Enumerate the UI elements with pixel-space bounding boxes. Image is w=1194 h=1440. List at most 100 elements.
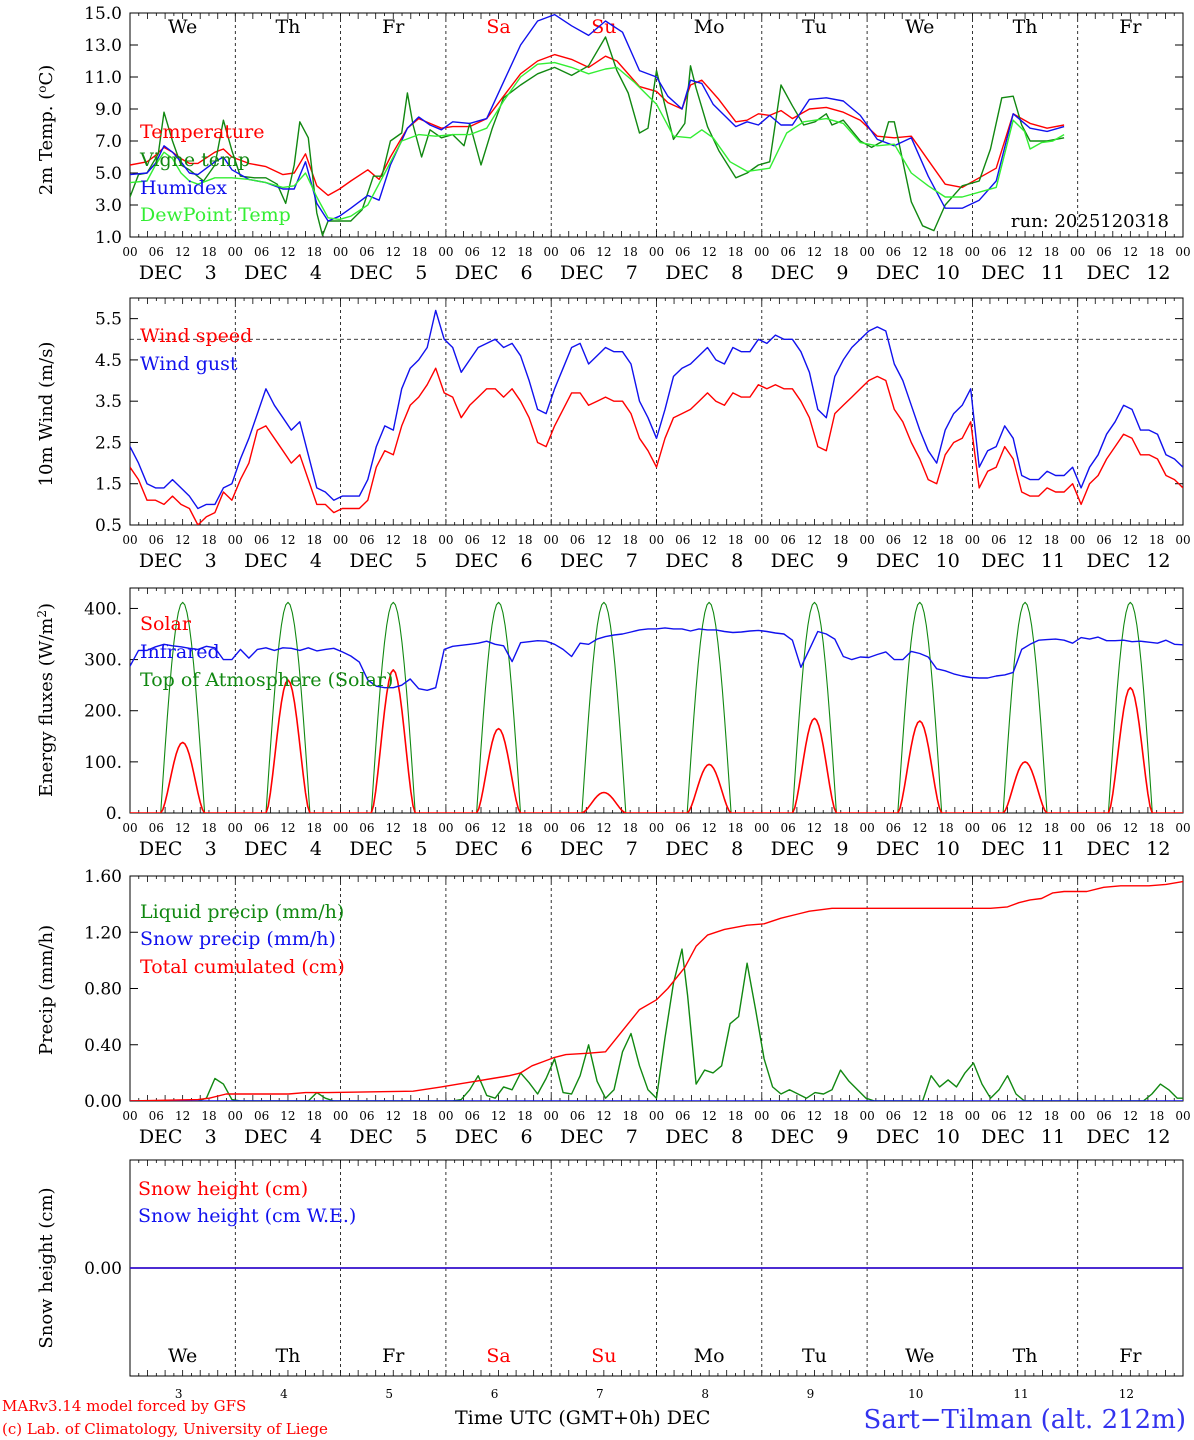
- date-label: 4: [310, 262, 322, 284]
- hour-tick-label: 12: [1123, 1109, 1138, 1123]
- hour-tick-label: 06: [1096, 533, 1111, 547]
- run-label: run: 2025120318: [1011, 211, 1169, 232]
- hour-tick-label: 12: [386, 1109, 401, 1123]
- y-tick-label: 5.5: [95, 310, 122, 330]
- date-label: 4: [310, 1126, 322, 1148]
- month-label: DEC: [771, 1126, 815, 1148]
- month-label: DEC: [876, 1126, 920, 1148]
- weekday-label: Fr: [1119, 16, 1142, 38]
- footer-date-number: 8: [701, 1387, 709, 1401]
- date-label: 11: [1041, 838, 1065, 860]
- date-label: 8: [731, 262, 743, 284]
- hour-tick-label: 06: [570, 245, 585, 259]
- month-label: DEC: [1087, 838, 1131, 860]
- hour-tick-label: 18: [517, 1109, 532, 1123]
- hour-tick-label: 12: [912, 821, 927, 835]
- date-label: 3: [205, 1126, 217, 1148]
- month-label: DEC: [876, 550, 920, 572]
- hour-tick-label: 00: [754, 245, 769, 259]
- hour-tick-label: 18: [201, 1109, 216, 1123]
- hour-tick-label: 12: [175, 821, 190, 835]
- y-axis-label: Precip (mm/h): [36, 925, 57, 1055]
- date-label: 6: [521, 550, 533, 572]
- hour-tick-label: 18: [307, 1109, 322, 1123]
- footer-date-number: 5: [385, 1387, 393, 1401]
- y-tick-label: 1.20: [84, 923, 122, 943]
- station-label: Sart−Tilman (alt. 212m): [864, 1405, 1186, 1435]
- month-label: DEC: [1087, 550, 1131, 572]
- date-label: 9: [836, 838, 848, 860]
- date-label: 5: [415, 838, 427, 860]
- y-axis-label: Snow height (cm): [36, 1187, 57, 1348]
- hour-tick-label: 06: [465, 1109, 480, 1123]
- y-tick-label: 4.5: [95, 351, 122, 371]
- footer-date-number: 12: [1119, 1387, 1134, 1401]
- legend-entry: Vigne temp: [139, 149, 250, 171]
- date-label: 10: [936, 1126, 960, 1148]
- month-label: DEC: [139, 550, 183, 572]
- hour-tick-label: 00: [228, 245, 243, 259]
- temperature-line: [130, 53, 1065, 197]
- hour-tick-label: 12: [1123, 821, 1138, 835]
- hour-tick-label: 00: [859, 533, 874, 547]
- hour-tick-label: 00: [438, 245, 453, 259]
- legend-entry: Snow height (cm): [138, 1178, 308, 1200]
- hour-tick-label: 00: [649, 1109, 664, 1123]
- month-label: DEC: [455, 262, 499, 284]
- legend-entry: Solar: [140, 613, 192, 635]
- liquid-precip-mm-h-line: [130, 948, 1183, 1101]
- hour-tick-label: 00: [859, 1109, 874, 1123]
- hour-tick-label: 12: [386, 821, 401, 835]
- month-label: DEC: [665, 838, 709, 860]
- hour-tick-label: 06: [991, 821, 1006, 835]
- hour-tick-label: 00: [1070, 533, 1085, 547]
- month-label: DEC: [981, 262, 1025, 284]
- hour-tick-label: 00: [122, 245, 137, 259]
- hour-tick-label: 06: [991, 1109, 1006, 1123]
- infrared-line: [130, 627, 1183, 691]
- y-tick-label: 0.: [106, 804, 122, 824]
- hour-tick-label: 12: [280, 821, 295, 835]
- hour-tick-label: 00: [544, 1109, 559, 1123]
- legend-entry: Snow precip (mm/h): [140, 928, 336, 950]
- weekday-label: Th: [1013, 16, 1038, 38]
- vigne-temp-line: [130, 36, 1065, 237]
- date-label: 7: [626, 838, 638, 860]
- month-label: DEC: [771, 550, 815, 572]
- hour-tick-label: 00: [859, 821, 874, 835]
- hour-tick-label: 18: [833, 1109, 848, 1123]
- hour-tick-label: 06: [780, 533, 795, 547]
- hour-tick-label: 00: [859, 245, 874, 259]
- legend-entry: Humidex: [140, 177, 227, 199]
- weekday-label: Fr: [382, 1345, 405, 1367]
- date-label: 3: [205, 838, 217, 860]
- total-cumulated-cm-line: [130, 880, 1183, 1101]
- hour-tick-label: 18: [623, 821, 638, 835]
- hour-tick-label: 18: [623, 533, 638, 547]
- hour-tick-label: 18: [412, 1109, 427, 1123]
- hour-tick-label: 18: [623, 1109, 638, 1123]
- hour-tick-label: 00: [1070, 821, 1085, 835]
- month-label: DEC: [244, 1126, 288, 1148]
- hour-tick-label: 06: [465, 245, 480, 259]
- hour-tick-label: 18: [833, 533, 848, 547]
- y-tick-label: 200.: [84, 702, 122, 722]
- hour-tick-label: 00: [965, 1109, 980, 1123]
- month-label: DEC: [244, 838, 288, 860]
- weekday-label: Fr: [382, 16, 405, 38]
- date-label: 5: [415, 262, 427, 284]
- month-label: DEC: [244, 262, 288, 284]
- hour-tick-label: 06: [570, 533, 585, 547]
- hour-tick-label: 06: [149, 533, 164, 547]
- month-label: DEC: [349, 550, 393, 572]
- hour-tick-label: 18: [412, 245, 427, 259]
- month-label: DEC: [349, 838, 393, 860]
- date-label: 8: [731, 550, 743, 572]
- hour-tick-label: 06: [254, 1109, 269, 1123]
- hour-tick-label: 18: [517, 245, 532, 259]
- hour-tick-label: 18: [728, 1109, 743, 1123]
- month-label: DEC: [665, 550, 709, 572]
- date-label: 11: [1041, 550, 1065, 572]
- hour-tick-label: 12: [1017, 821, 1032, 835]
- hour-tick-label: 12: [491, 245, 506, 259]
